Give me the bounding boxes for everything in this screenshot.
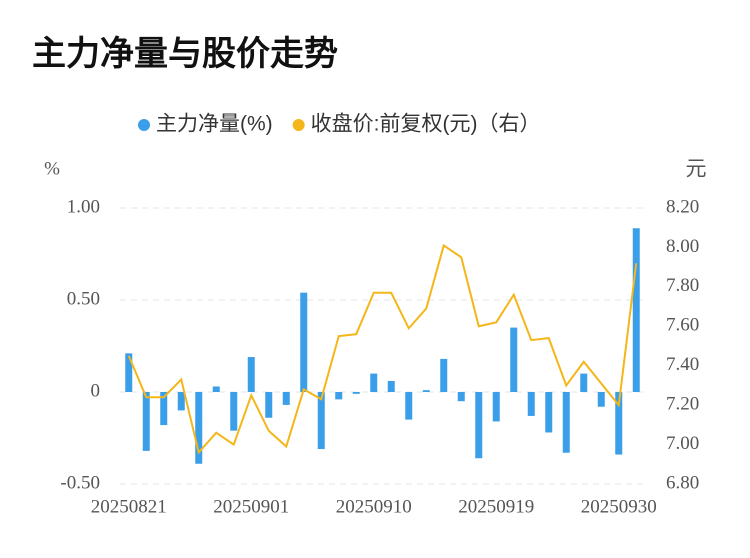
bar — [265, 392, 273, 418]
bar — [405, 392, 413, 420]
x-tick-label: 20250930 — [581, 496, 657, 517]
y2-tick-label: 7.40 — [666, 354, 699, 375]
y2-tick-label: 8.20 — [666, 196, 699, 217]
bar — [387, 380, 395, 392]
bar — [492, 392, 500, 422]
y-tick-label: 0.50 — [67, 288, 100, 309]
chart-title: 主力净量与股价走势 — [32, 35, 338, 73]
bar — [125, 353, 133, 392]
y2-tick-label: 7.60 — [666, 315, 699, 336]
bar — [212, 386, 220, 392]
bar — [195, 392, 203, 464]
y2-tick-label: 7.00 — [666, 433, 699, 454]
bar — [160, 392, 168, 426]
bar — [457, 392, 465, 402]
legend-marker — [138, 119, 150, 131]
bar — [142, 392, 150, 451]
bar — [282, 392, 290, 405]
bar — [475, 392, 483, 459]
bar — [615, 392, 623, 455]
legend-marker — [292, 119, 305, 131]
bar — [177, 392, 185, 411]
y-axis-label: % — [44, 158, 60, 179]
x-tick-label: 20250910 — [336, 496, 412, 517]
bar — [562, 392, 570, 453]
bar — [580, 373, 588, 392]
y-tick-label: -0.50 — [60, 472, 100, 493]
bar — [247, 357, 255, 392]
legend-label: 主力净量(%) — [156, 113, 273, 136]
y-tick-label: 0 — [91, 380, 101, 401]
price-line — [127, 243, 638, 455]
bar — [422, 390, 430, 392]
bar — [317, 392, 325, 450]
x-tick-label: 20250901 — [213, 496, 289, 517]
y2-tick-label: 7.20 — [666, 394, 699, 415]
bar — [527, 392, 535, 416]
bar — [370, 373, 378, 392]
bar — [510, 327, 518, 392]
bar — [300, 292, 308, 392]
y2-tick-label: 6.80 — [666, 472, 699, 493]
bar — [335, 392, 343, 400]
x-tick-label: 20250919 — [458, 496, 534, 517]
y2-tick-label: 7.80 — [666, 275, 699, 296]
bar — [632, 228, 640, 392]
bar — [545, 392, 553, 433]
y2-axis-label: 元 — [686, 158, 707, 181]
x-tick-label: 20250821 — [91, 496, 167, 517]
y2-tick-label: 8.00 — [666, 236, 699, 257]
bar — [597, 392, 605, 407]
y-tick-label: 1.00 — [67, 196, 100, 217]
bar — [230, 392, 238, 431]
legend-label: 收盘价:前复权(元)（右） — [311, 113, 541, 136]
bar — [440, 358, 448, 392]
bar — [352, 392, 360, 394]
